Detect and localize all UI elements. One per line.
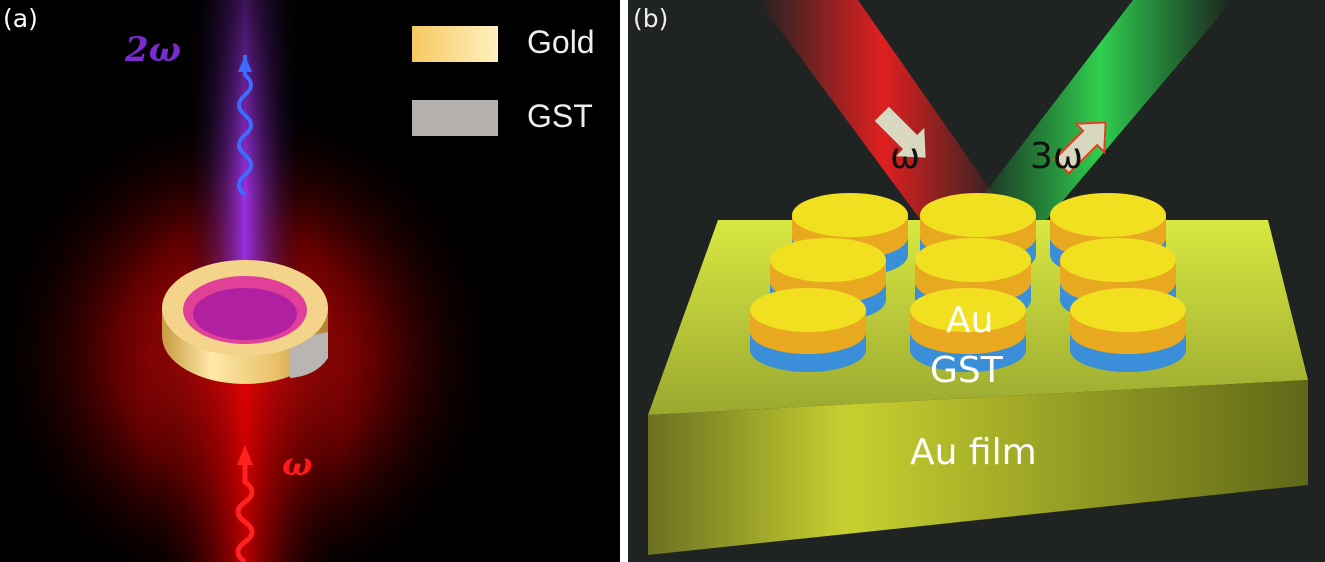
fundamental-label: ω [282,445,313,483]
gst-label: GST [930,350,1003,391]
nanodisk [910,288,1026,372]
legend-label-gst: GST [527,98,593,134]
panel-b-label: (b) [633,4,669,33]
au-film-label: Au film [910,432,1037,473]
third-harmonic-label: 3ω [1030,136,1084,177]
incident-arrow-icon [874,106,926,158]
legend-swatch-gold [412,26,498,62]
third-harmonic-beam [968,0,1233,230]
up-wave-arrow-icon [237,55,253,197]
second-harmonic-label: 2ω [125,30,182,70]
panel-a-illustration [0,0,505,562]
legend-swatch-gst [412,100,498,136]
panel-b-illustration [648,0,1308,555]
incident-label: ω [890,136,921,177]
nanodisk [1070,288,1186,372]
panel-a: (a) 2ω ω Gold GST [0,0,620,562]
nanodisk-array [750,193,1186,372]
panel-b: (b) ω 3ω Au GST Au film [628,0,1325,562]
harmonic-arrow-icon [1053,121,1107,175]
legend-label-gold: Gold [527,24,595,60]
ring-resonator [162,260,328,384]
panel-a-label: (a) [3,4,38,33]
incident-wave-arrow-icon [235,460,255,562]
au-film-side [648,380,1308,555]
au-label: Au [946,300,994,341]
nanodisk [750,288,866,372]
